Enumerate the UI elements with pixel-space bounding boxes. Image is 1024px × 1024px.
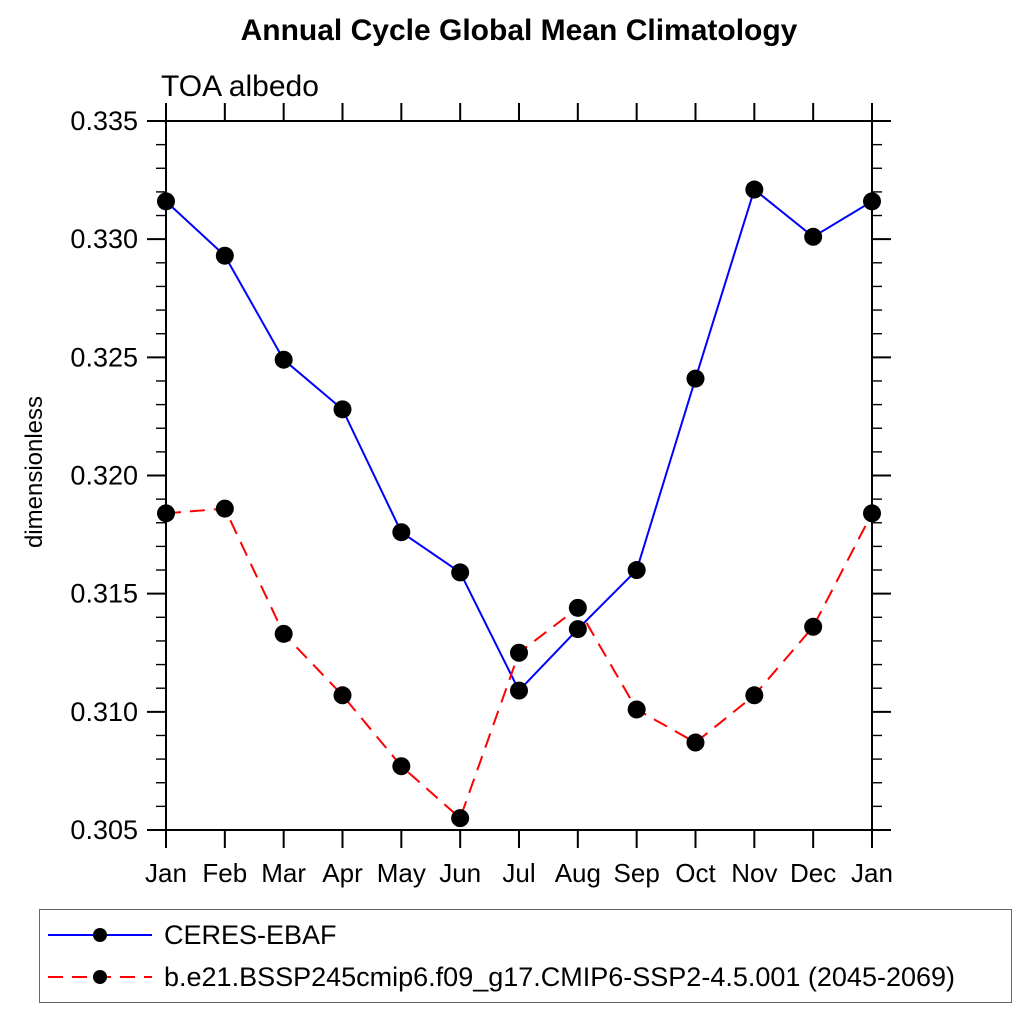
x-axis-tick-label: Aug [555,858,601,888]
x-axis-tick-label: Nov [731,858,777,888]
legend-item-model: b.e21.BSSP245cmip6.f09_g17.CMIP6-SSP2-4.… [46,956,1011,998]
data-point-marker [510,681,528,700]
data-point-marker [392,523,411,542]
legend-line-sample-ceres [48,928,152,942]
data-point-marker [863,504,881,523]
legend-box: CERES-EBAF b.e21.BSSP245cmip6.f09_g17.CM… [39,909,1012,1003]
x-axis-tick-label: Jun [439,858,481,888]
legend-sample-marker [93,970,107,984]
data-point-marker [745,686,764,705]
legend-line-sample-model [48,970,152,984]
y-axis-tick-label: 0.325 [70,342,138,372]
y-axis-tick-label: 0.305 [70,815,138,845]
legend-item-ceres: CERES-EBAF [46,914,1011,956]
x-axis-tick-label: Apr [322,858,363,888]
data-point-marker [627,700,646,719]
legend-label-model: b.e21.BSSP245cmip6.f09_g17.CMIP6-SSP2-4.… [164,961,956,992]
x-axis-tick-label: Mar [261,858,306,888]
y-axis-title: dimensionless [21,395,48,549]
y-axis-tick-label: 0.335 [70,106,138,136]
data-point-marker [686,733,705,752]
x-axis-tick-label: Feb [202,858,247,888]
data-point-marker [333,400,352,419]
legend-label-ceres: CERES-EBAF [164,919,337,950]
series-line-1 [165,507,873,820]
data-point-marker [215,246,234,265]
data-point-marker [745,180,764,199]
chart-subtitle: TOA albedo [161,70,319,103]
data-point-marker [451,809,470,828]
chart-title: Annual Cycle Global Mean Climatology [240,14,798,47]
y-axis-tick-label: 0.320 [70,461,138,491]
x-axis-tick-label: Oct [675,858,716,888]
x-axis-tick-label: May [377,858,426,888]
x-axis-tick-label: Jul [502,858,535,888]
data-point-marker [157,504,175,523]
data-point-marker [568,598,587,617]
plot-frame [165,120,873,831]
x-axis-tick-label: Jan [851,858,893,888]
data-point-marker [863,192,881,211]
legend-sample-marker [93,928,107,942]
data-point-marker [451,563,470,582]
data-point-marker [274,624,293,643]
y-axis-tick-label: 0.310 [70,697,138,727]
data-point-marker [274,350,293,369]
y-axis-tick-label: 0.330 [70,224,138,254]
data-point-marker [157,192,175,211]
data-point-marker [804,617,823,636]
y-axis-tick-label: 0.315 [70,579,138,609]
data-point-marker [568,620,587,639]
x-axis-tick-label: Jan [145,858,187,888]
x-axis-tick-label: Dec [790,858,836,888]
x-axis-tick-label: Sep [614,858,660,888]
series-line-0 [165,187,873,693]
data-point-marker [215,499,234,518]
data-point-marker [804,227,823,246]
data-point-marker [627,561,646,580]
data-point-marker [392,757,411,776]
data-point-marker [686,369,705,388]
data-point-marker [333,686,352,705]
data-point-marker [510,643,528,662]
